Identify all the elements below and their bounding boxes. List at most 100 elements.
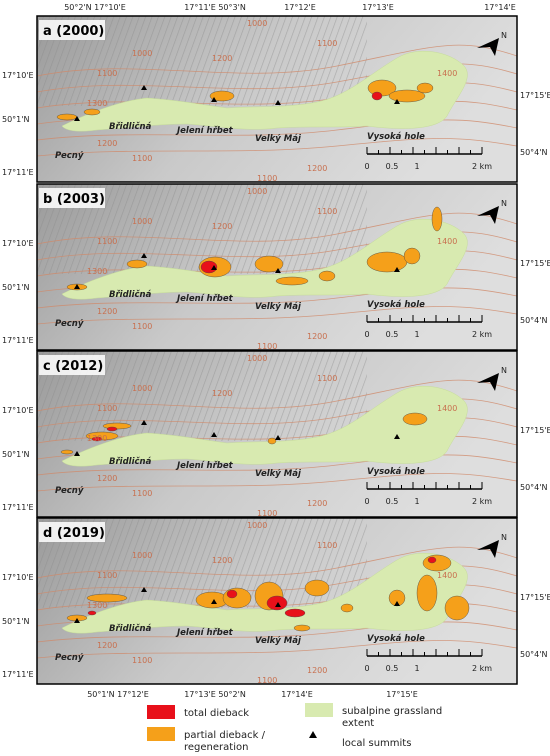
contour-label: 1400 xyxy=(437,571,457,580)
dieback-patch xyxy=(83,108,101,116)
summit xyxy=(141,253,147,258)
place-name: Pecný xyxy=(55,653,84,663)
scale-label: 2 km xyxy=(472,497,492,506)
dieback-patch xyxy=(91,436,103,442)
contour-label: 1100 xyxy=(317,541,337,550)
contour-label: 1200 xyxy=(212,389,232,398)
summit xyxy=(275,100,281,105)
scale-label: 2 km xyxy=(472,330,492,339)
dieback-patch xyxy=(284,608,306,618)
coordinate-label: 50°1'N xyxy=(2,450,29,459)
coordinate-label: 17°10'E xyxy=(2,239,34,248)
coordinate-label: 50°1'N xyxy=(2,617,29,626)
coordinate-label: 17°15'E xyxy=(520,259,550,268)
grassland xyxy=(61,386,468,467)
contour-label: 1100 xyxy=(132,154,152,163)
legend-swatch xyxy=(147,727,175,741)
summit xyxy=(74,116,80,121)
contour-label: 1300 xyxy=(87,99,107,108)
contour-line xyxy=(36,379,518,412)
contour-line xyxy=(36,212,518,245)
place-name: Velký Máj xyxy=(255,134,302,144)
contour-label: 1000 xyxy=(132,217,152,226)
panel-label: d (2019) xyxy=(43,526,105,541)
dieback-patch xyxy=(222,587,252,609)
place-name: Vysoká hole xyxy=(367,132,425,142)
place-name: Jelení hřbet xyxy=(175,126,234,136)
contour-label: 1400 xyxy=(437,404,457,413)
place-name: Vysoká hole xyxy=(367,467,425,477)
panel-label-box xyxy=(39,355,105,375)
contour-label: 1400 xyxy=(437,237,457,246)
north-arrow xyxy=(477,38,499,56)
north-arrow xyxy=(477,206,499,224)
contour-line xyxy=(36,231,518,261)
coordinate-label: 17°11'E xyxy=(2,670,34,679)
contour-label: 1200 xyxy=(97,474,117,483)
panel-label-box xyxy=(39,20,105,40)
contour-label: 1200 xyxy=(307,164,327,173)
scale-label: 2 km xyxy=(472,664,492,673)
coordinate-label: 17°11'E xyxy=(2,503,34,512)
legend-swatch xyxy=(309,731,317,738)
summit xyxy=(74,451,80,456)
contour-line xyxy=(36,398,518,428)
dieback-patch xyxy=(266,595,288,611)
dieback-patch xyxy=(226,589,238,599)
place-name: Jelení hřbet xyxy=(175,461,234,471)
place-name: Jelení hřbet xyxy=(175,628,234,638)
contour-label: 1100 xyxy=(97,69,117,78)
contour-line xyxy=(36,640,518,659)
place-name: Břidličná xyxy=(109,289,152,300)
dieback-patch xyxy=(106,426,118,432)
contour-line xyxy=(36,306,518,325)
dieback-patch xyxy=(340,603,354,613)
coordinate-label: 17°10'E xyxy=(2,71,34,80)
place-name: Vysoká hole xyxy=(367,300,425,310)
dieback-patch xyxy=(371,91,383,101)
contour-label: 1000 xyxy=(132,49,152,58)
summit xyxy=(275,602,281,607)
dieback-patch xyxy=(318,270,336,282)
summit xyxy=(74,284,80,289)
panel-label: a (2000) xyxy=(43,24,104,39)
panel-frame xyxy=(36,350,518,518)
scale-label: 0.5 xyxy=(386,330,399,339)
legend-label: extent xyxy=(342,718,374,729)
dieback-patch xyxy=(416,574,438,612)
contour-label: 1100 xyxy=(97,571,117,580)
map-panel: 1000 1100 1300 1200 1100 1200 1000 1100 1400 1200… xyxy=(36,15,518,183)
contour-label: 1100 xyxy=(317,374,337,383)
dieback-patch xyxy=(304,579,330,597)
contour-label: 1200 xyxy=(212,556,232,565)
north-label: N xyxy=(501,533,507,542)
scale-label: 2 km xyxy=(472,162,492,171)
contour-line xyxy=(36,44,518,77)
north-arrow xyxy=(477,373,499,391)
dieback-patch xyxy=(422,554,452,572)
place-name: Velký Máj xyxy=(255,469,302,479)
summit xyxy=(211,599,217,604)
contour-label: 1200 xyxy=(212,54,232,63)
dieback-patch xyxy=(403,247,421,265)
contour-label: 1100 xyxy=(257,342,277,351)
place-name: Jelení hřbet xyxy=(175,294,234,304)
dieback-patch xyxy=(416,82,434,94)
dieback-patch xyxy=(388,89,426,103)
coordinate-label: 50°4'N xyxy=(520,316,547,325)
panel-label: b (2003) xyxy=(43,192,105,207)
place-name: Břidličná xyxy=(109,456,152,467)
coordinate-label: 50°2'N 17°10'E xyxy=(64,3,126,12)
contour-line xyxy=(36,287,518,309)
dieback-patch xyxy=(86,593,128,603)
contour-line xyxy=(36,63,518,93)
contour-label: 1100 xyxy=(132,656,152,665)
legend-label: local summits xyxy=(342,738,411,749)
panel-label-box xyxy=(39,522,105,542)
legend-swatch xyxy=(305,703,333,717)
coordinate-label: 17°14'E xyxy=(281,690,313,699)
summit xyxy=(74,618,80,623)
contour-label: 1200 xyxy=(97,139,117,148)
coordinate-label: 17°10'E xyxy=(2,406,34,415)
map-panel: 1000 1100 1300 1200 1100 1200 1000 1100 1400 1200… xyxy=(36,517,518,685)
